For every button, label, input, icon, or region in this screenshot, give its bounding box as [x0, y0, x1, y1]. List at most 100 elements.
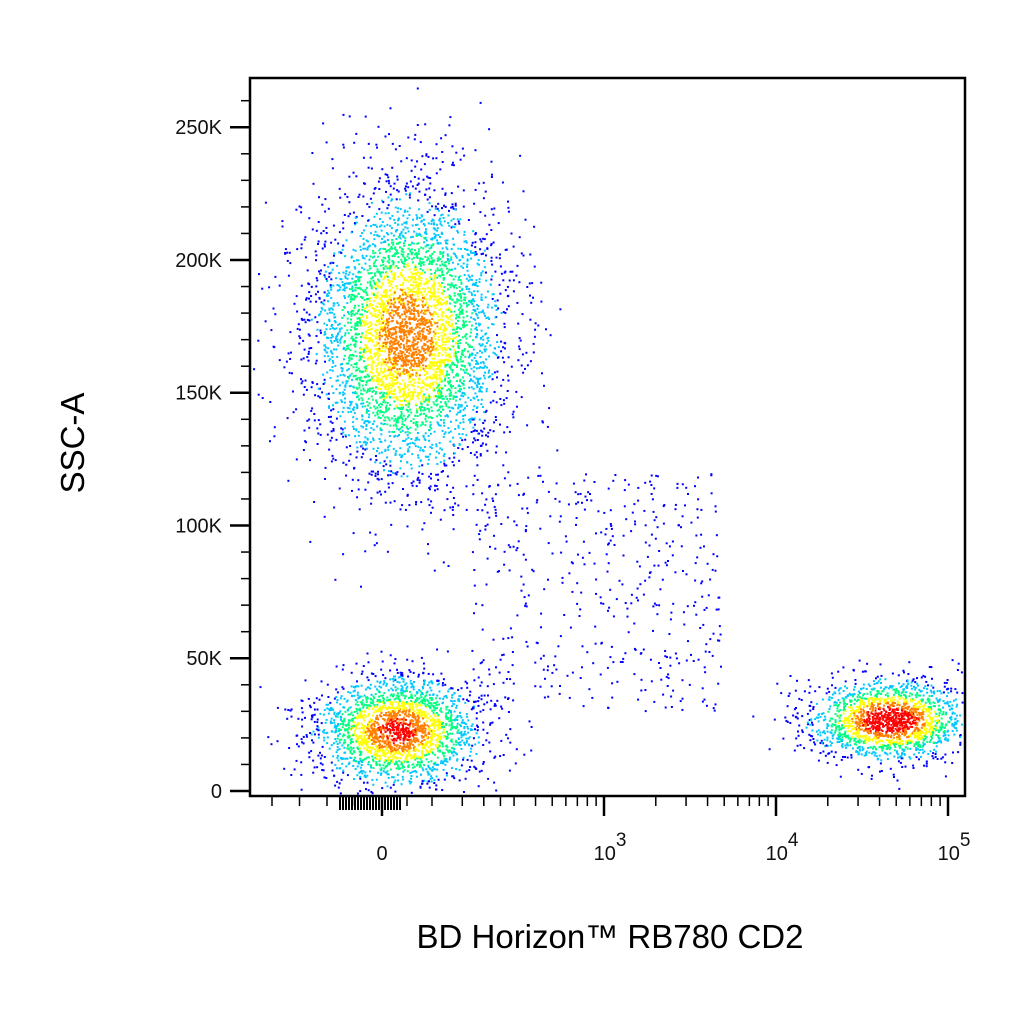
event-point — [364, 310, 366, 313]
event-point — [499, 253, 501, 256]
event-point — [482, 422, 485, 424]
event-point — [384, 240, 387, 243]
event-point — [402, 770, 405, 773]
event-point — [394, 338, 397, 341]
event-point — [381, 358, 384, 361]
event-point — [450, 724, 453, 727]
event-point — [460, 312, 463, 315]
event-point — [375, 778, 378, 781]
event-point — [321, 302, 324, 305]
event-point — [372, 262, 375, 265]
event-point — [343, 340, 346, 342]
event-point — [436, 321, 439, 324]
event-point — [441, 429, 444, 432]
event-point — [433, 333, 436, 336]
event-point — [361, 418, 364, 421]
event-point — [494, 316, 497, 319]
event-point — [384, 361, 387, 364]
event-point — [370, 285, 373, 288]
event-point — [340, 718, 342, 721]
event-point — [363, 747, 366, 750]
event-point — [413, 317, 416, 320]
event-point — [361, 444, 363, 447]
event-point — [367, 326, 370, 329]
event-point — [528, 282, 531, 285]
event-point — [374, 330, 376, 333]
event-point — [356, 388, 359, 390]
event-point — [407, 405, 410, 408]
event-point — [449, 430, 452, 433]
event-point — [447, 382, 450, 385]
event-point — [364, 436, 367, 439]
event-point — [426, 372, 429, 375]
event-point — [407, 186, 410, 189]
event-point — [388, 356, 391, 359]
event-point — [343, 287, 346, 290]
event-point — [435, 368, 438, 370]
event-point — [429, 423, 432, 426]
event-point — [396, 356, 399, 359]
event-point — [382, 322, 385, 324]
event-point — [350, 372, 353, 375]
event-point — [365, 306, 368, 309]
event-point — [305, 297, 308, 300]
event-point — [491, 323, 494, 326]
event-point — [387, 347, 390, 350]
event-point — [414, 249, 417, 252]
event-point — [438, 740, 441, 743]
event-point — [392, 275, 395, 278]
event-point — [478, 182, 481, 185]
event-point — [380, 382, 383, 385]
event-point — [432, 368, 435, 371]
event-point — [441, 252, 444, 255]
event-point — [372, 428, 375, 431]
event-point — [433, 298, 435, 301]
event-point — [354, 283, 357, 286]
event-point — [338, 284, 341, 287]
event-point — [309, 540, 312, 543]
event-point — [421, 258, 424, 261]
event-point — [426, 256, 429, 259]
event-point — [302, 393, 305, 396]
event-point — [462, 734, 465, 737]
event-point — [382, 263, 385, 266]
event-point — [419, 291, 422, 294]
event-point — [381, 283, 384, 286]
event-point — [401, 223, 404, 226]
event-point — [479, 390, 482, 392]
event-point — [454, 208, 457, 211]
event-point — [416, 346, 419, 349]
event-point — [456, 364, 458, 367]
event-point — [436, 303, 439, 306]
event-point — [423, 764, 425, 767]
event-point — [452, 397, 455, 400]
event-point — [323, 264, 326, 267]
event-point — [430, 472, 432, 475]
event-point — [431, 253, 434, 256]
event-point — [411, 293, 414, 296]
event-point — [457, 342, 459, 345]
event-point — [349, 746, 352, 749]
event-point — [369, 280, 372, 283]
event-point — [343, 346, 346, 349]
event-point — [373, 233, 376, 236]
event-point — [445, 246, 448, 249]
event-point — [474, 318, 477, 321]
event-point — [416, 305, 419, 308]
event-point — [422, 312, 425, 315]
event-point — [434, 328, 437, 331]
event-point — [456, 218, 459, 221]
event-point — [354, 734, 357, 736]
event-point — [403, 345, 406, 348]
event-point — [374, 274, 377, 277]
event-point — [473, 357, 476, 360]
event-point — [329, 311, 331, 314]
event-point — [414, 224, 417, 226]
event-point — [387, 243, 390, 246]
event-point — [454, 202, 457, 205]
event-point — [382, 327, 385, 330]
event-point — [380, 349, 383, 352]
event-point — [438, 424, 440, 427]
event-point — [409, 721, 412, 724]
event-point — [278, 359, 281, 362]
